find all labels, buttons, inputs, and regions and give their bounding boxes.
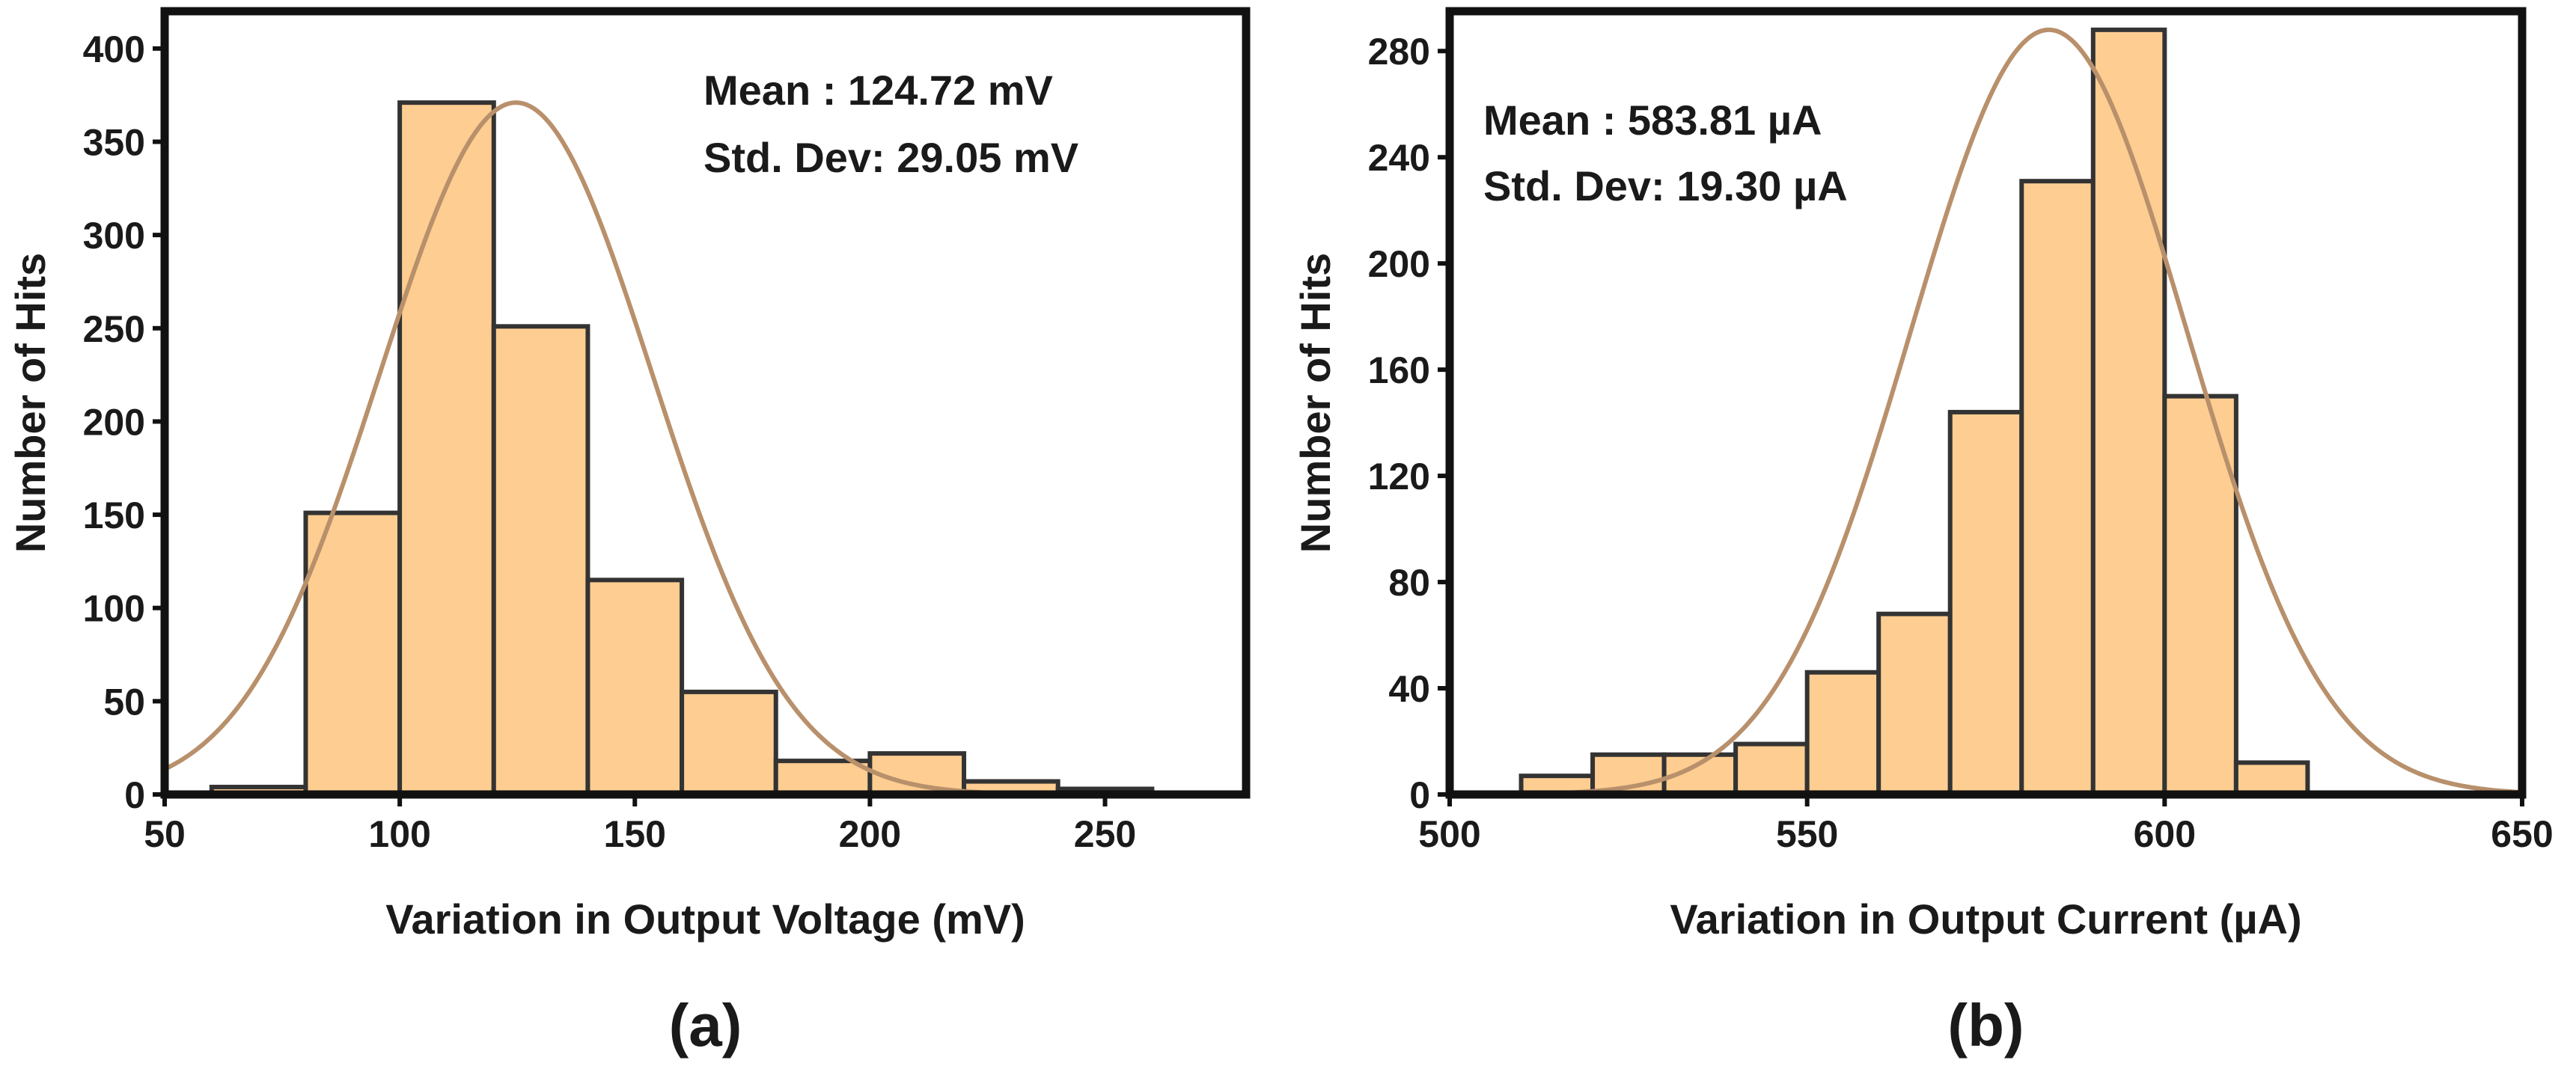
x-tick-label: 650 bbox=[2491, 813, 2553, 855]
x-tick-label: 500 bbox=[1418, 813, 1480, 855]
y-tick-label: 350 bbox=[83, 122, 145, 164]
histogram-bar bbox=[2233, 760, 2310, 797]
std-dev-annotation: Std. Dev: 29.05 mV bbox=[703, 134, 1078, 181]
chart-panel-1: 0 40 80 120 160 200 240 280 500 550 600 650 Variatio… bbox=[1292, 7, 2554, 1059]
mean-annotation: Mean : 583.81 µA bbox=[1483, 97, 1822, 144]
histogram-bar bbox=[1947, 409, 2024, 797]
y-tick-label: 250 bbox=[83, 308, 145, 350]
x-axis-label: Variation in Output Voltage (mV) bbox=[385, 895, 1025, 943]
x-tick-label: 50 bbox=[144, 813, 186, 855]
x-tick-label: 100 bbox=[368, 813, 430, 855]
y-tick-label: 40 bbox=[1388, 668, 1430, 710]
y-axis-label: Number of Hits bbox=[1292, 253, 1339, 553]
histogram-bar bbox=[2019, 179, 2096, 797]
plot-frame bbox=[160, 7, 1251, 799]
histogram-bar bbox=[1804, 670, 1881, 797]
x-tick-label: 550 bbox=[1776, 813, 1838, 855]
x-tick-label: 200 bbox=[839, 813, 901, 855]
histogram-bar bbox=[397, 100, 496, 797]
histogram-bar bbox=[2162, 393, 2238, 797]
normal-fit-curve bbox=[1449, 27, 2523, 797]
x-tick-label: 150 bbox=[604, 813, 666, 855]
x-axis-label: Variation in Output Current (µA) bbox=[1670, 895, 2301, 943]
x-tick-label: 600 bbox=[2134, 813, 2196, 855]
histogram-bar bbox=[491, 324, 590, 797]
y-tick-label: 200 bbox=[1368, 243, 1430, 285]
std-dev-annotation: Std. Dev: 19.30 µA bbox=[1483, 162, 1848, 209]
histogram-bar bbox=[1876, 611, 1953, 797]
histogram-bar bbox=[303, 510, 403, 797]
y-tick-label: 200 bbox=[83, 401, 145, 443]
y-tick-label: 120 bbox=[1368, 456, 1430, 497]
panel-label: (a) bbox=[669, 992, 742, 1059]
y-tick-label: 0 bbox=[1409, 774, 1430, 816]
x-tick-label: 250 bbox=[1074, 813, 1136, 855]
y-tick-label: 0 bbox=[124, 774, 145, 816]
histogram-bar bbox=[585, 578, 685, 797]
y-tick-label: 280 bbox=[1368, 31, 1430, 73]
histogram-bar bbox=[1733, 741, 1810, 797]
y-tick-label: 150 bbox=[83, 494, 145, 536]
y-tick-label: 100 bbox=[83, 588, 145, 630]
y-tick-label: 50 bbox=[103, 681, 145, 723]
histogram-bar bbox=[773, 759, 873, 797]
plot-frame bbox=[1445, 7, 2527, 799]
y-tick-label: 400 bbox=[83, 28, 145, 70]
y-tick-label: 160 bbox=[1368, 349, 1430, 391]
y-tick-label: 240 bbox=[1368, 137, 1430, 179]
y-tick-label: 80 bbox=[1388, 562, 1430, 604]
y-axis-label: Number of Hits bbox=[7, 253, 54, 553]
y-tick-label: 300 bbox=[83, 215, 145, 257]
panel-label: (b) bbox=[1947, 992, 2024, 1059]
histogram-bar bbox=[2090, 27, 2167, 797]
mean-annotation: Mean : 124.72 mV bbox=[703, 67, 1053, 114]
histogram-bar bbox=[680, 689, 778, 797]
